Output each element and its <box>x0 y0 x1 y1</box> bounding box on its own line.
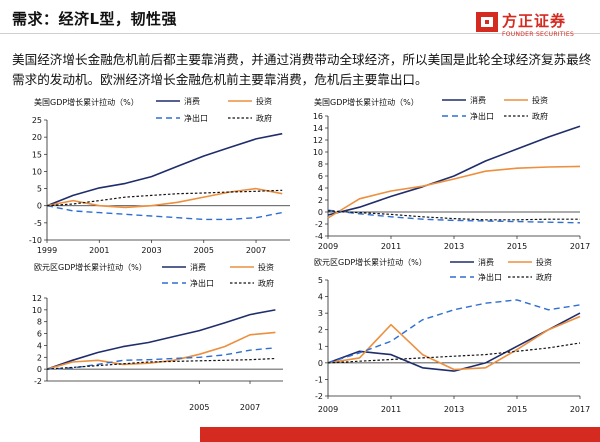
y-tick-label: 4 <box>37 341 42 350</box>
x-tick-label: 2015 <box>507 242 527 251</box>
y-tick-label: 0 <box>37 202 42 211</box>
series-line-consumption <box>327 312 581 372</box>
x-tick-label: 2011 <box>381 405 401 414</box>
legend-label: 净出口 <box>470 111 494 121</box>
y-tick-label: 10 <box>32 167 42 176</box>
x-tick-label: 1999 <box>37 246 57 255</box>
y-tick-label: 14 <box>313 124 323 133</box>
x-tick-label: 2009 <box>318 242 338 251</box>
series-line-government <box>46 357 276 370</box>
y-tick-label: 10 <box>313 148 323 157</box>
legend-label: 净出口 <box>184 113 208 123</box>
legend-label: 净出口 <box>190 278 214 288</box>
y-tick-label: 4 <box>318 184 323 193</box>
slide-title: 需求：经济L型，韧性强 <box>12 10 178 28</box>
y-tick-label: 2 <box>318 196 323 205</box>
legend-label: 消费 <box>470 95 486 105</box>
legend-label: 政府 <box>532 111 548 121</box>
legend-label: 消费 <box>190 262 206 272</box>
legend-label: 投资 <box>532 95 548 105</box>
y-tick-label: 6 <box>37 330 42 339</box>
legend-label: 投资 <box>256 96 272 106</box>
legend-label: 政府 <box>536 272 552 282</box>
logo-text-cn: 方正证券 <box>502 12 567 30</box>
y-tick-label: 5 <box>37 185 42 194</box>
x-tick-label: 2005 <box>194 246 214 255</box>
x-tick-label: 2015 <box>507 405 527 414</box>
series-line-investment <box>46 187 283 209</box>
logo-mark-icon <box>476 12 498 32</box>
legend-label: 政府 <box>258 278 274 288</box>
y-tick-label: -2 <box>315 392 323 401</box>
title-divider <box>0 33 600 34</box>
y-tick-label: 0 <box>37 365 42 374</box>
y-tick-label: 12 <box>313 136 323 145</box>
y-tick-label: 16 <box>313 112 323 121</box>
legend-label: 投资 <box>536 257 552 267</box>
series-line-investment <box>46 331 276 370</box>
series-line-government <box>46 189 283 207</box>
y-tick-label: 8 <box>318 160 323 169</box>
series-line-investment <box>327 165 581 219</box>
y-tick-label: 10 <box>32 306 42 315</box>
x-tick-label: 2011 <box>381 242 401 251</box>
series-line-government <box>327 342 581 364</box>
y-tick-label: 12 <box>32 294 42 303</box>
x-tick-label: 2005 <box>189 403 209 412</box>
series-line-consumption <box>46 309 276 370</box>
y-tick-label: -4 <box>315 232 323 241</box>
legend-label: 投资 <box>258 262 274 272</box>
x-tick-label: 2009 <box>318 405 338 414</box>
summary-text: 美国经济增长金融危机前后都主要靠消费，并通过消费带动全球经济，所以美国是此轮全球… <box>12 52 592 87</box>
chart-title: 美国GDP增长累计拉动（%） <box>34 97 139 107</box>
y-tick-label: -10 <box>29 236 42 245</box>
y-tick-label: 2 <box>37 353 42 362</box>
chart-title: 欧元区GDP增长累计拉动（%） <box>34 262 147 272</box>
x-tick-label: 2007 <box>240 403 260 412</box>
y-tick-label: 0 <box>318 208 323 217</box>
chart-title: 美国GDP增长累计拉动（%） <box>314 97 419 107</box>
series-line-net_exports <box>327 299 581 364</box>
x-tick-label: 2017 <box>570 405 590 414</box>
legend-label: 政府 <box>256 113 272 123</box>
x-tick-label: 2013 <box>444 405 464 414</box>
y-tick-label: 8 <box>37 318 42 327</box>
series-line-government <box>327 210 580 221</box>
y-tick-label: 20 <box>32 133 42 142</box>
chart-title: 欧元区GDP增长累计拉动（%） <box>314 257 427 267</box>
x-tick-label: 2017 <box>570 242 590 251</box>
series-line-net_exports <box>327 209 581 224</box>
series-line-net_exports <box>46 205 283 221</box>
y-tick-label: -2 <box>34 377 42 386</box>
y-tick-label: -1 <box>315 375 323 384</box>
y-tick-label: 25 <box>32 116 42 125</box>
series-line-consumption <box>327 125 581 216</box>
y-tick-label: 2 <box>318 326 323 335</box>
x-tick-label: 2001 <box>89 246 109 255</box>
series-line-investment <box>327 315 581 371</box>
y-tick-label: 3 <box>318 309 323 318</box>
y-tick-label: 6 <box>318 172 323 181</box>
legend-label: 消费 <box>184 96 200 106</box>
series-line-consumption <box>46 132 283 207</box>
x-tick-label: 2007 <box>246 246 266 255</box>
legend-label: 消费 <box>478 257 494 267</box>
logo-text-en: FOUNDER SECURITIES <box>502 31 575 38</box>
y-tick-label: -5 <box>34 219 42 228</box>
series-line-net_exports <box>46 347 276 370</box>
footer-band <box>200 427 600 442</box>
company-logo: 方正证券 FOUNDER SECURITIES <box>476 10 594 44</box>
x-tick-label: 2013 <box>444 242 464 251</box>
y-tick-label: 1 <box>318 342 323 351</box>
y-tick-label: 5 <box>318 276 323 285</box>
y-tick-label: 0 <box>318 359 323 368</box>
x-tick-label: 2003 <box>141 246 161 255</box>
y-tick-label: 4 <box>318 293 323 302</box>
legend-label: 净出口 <box>478 272 502 282</box>
y-tick-label: 15 <box>32 150 42 159</box>
y-tick-label: -2 <box>315 220 323 229</box>
